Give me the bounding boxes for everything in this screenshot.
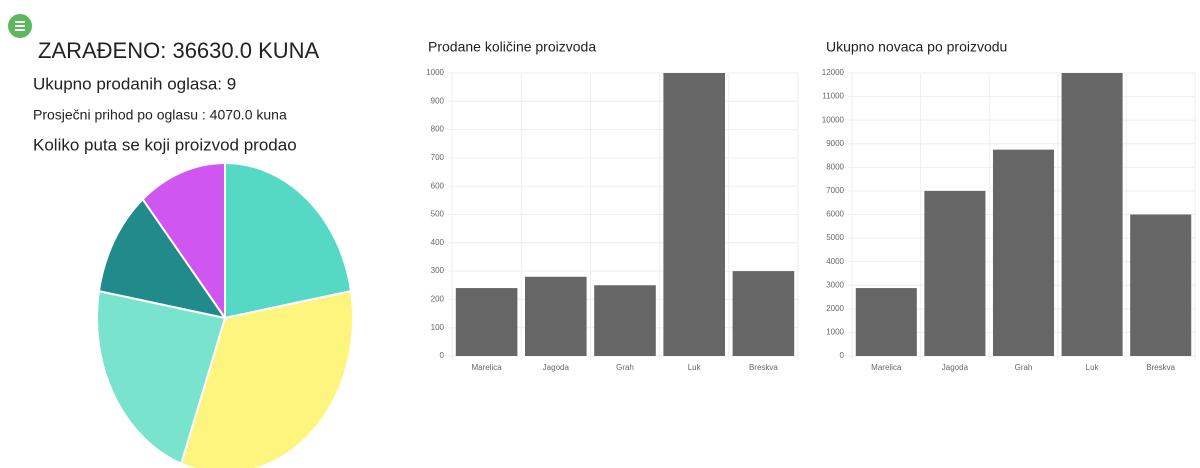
y-tick-label: 6000 xyxy=(826,210,844,219)
x-tick-label: Luk xyxy=(688,363,702,372)
menu-icon xyxy=(15,25,25,27)
menu-icon xyxy=(15,29,25,31)
x-tick-label: Jagoda xyxy=(543,363,570,372)
y-tick-label: 11000 xyxy=(822,92,844,101)
y-tick-label: 3000 xyxy=(826,280,844,289)
y-tick-label: 1000 xyxy=(826,328,844,337)
chart-title: Ukupno novaca po proizvodu xyxy=(826,39,1007,55)
pie-slice xyxy=(96,289,227,466)
average-income: Prosječni prihod po oglasu : 4070.0 kuna xyxy=(33,107,287,123)
bar xyxy=(732,271,795,356)
y-tick-label: 900 xyxy=(431,96,445,105)
pie-slice xyxy=(141,161,226,322)
bar xyxy=(525,276,587,356)
x-tick-label: Jagoda xyxy=(942,363,969,372)
earned-title: ZARAĐENO: 36630.0 KUNA xyxy=(38,38,320,63)
bar xyxy=(1130,214,1192,356)
pie-slice xyxy=(97,197,228,320)
x-tick-label: Grah xyxy=(1015,363,1033,372)
y-tick-label: 2000 xyxy=(826,304,844,313)
chart-title: Prodane količine proizvoda xyxy=(428,39,596,55)
x-tick-label: Marelica xyxy=(471,363,502,372)
menu-icon xyxy=(15,21,25,23)
x-tick-label: Luk xyxy=(1086,363,1100,372)
pie-slice xyxy=(224,161,353,320)
y-tick-label: 1000 xyxy=(426,68,444,77)
bar xyxy=(594,285,656,356)
y-tick-label: 0 xyxy=(840,351,845,360)
y-tick-label: 12000 xyxy=(822,68,845,77)
pie-slice xyxy=(180,289,354,468)
x-tick-label: Breskva xyxy=(749,363,778,372)
y-tick-label: 200 xyxy=(431,295,445,304)
y-tick-label: 9000 xyxy=(826,139,844,148)
bar xyxy=(992,149,1055,356)
y-tick-label: 100 xyxy=(431,323,445,332)
y-tick-label: 400 xyxy=(431,238,445,247)
y-tick-label: 10000 xyxy=(822,115,845,124)
pie-title: Koliko puta se koji proizvod prodao xyxy=(33,135,297,154)
y-tick-label: 4000 xyxy=(826,257,844,266)
y-tick-label: 700 xyxy=(431,153,445,162)
x-tick-label: Grah xyxy=(616,363,634,372)
y-tick-label: 8000 xyxy=(826,162,844,171)
bar xyxy=(924,190,986,356)
y-tick-label: 0 xyxy=(440,351,445,360)
bar xyxy=(455,288,518,356)
total-ads: Ukupno prodanih oglasa: 9 xyxy=(33,74,236,93)
y-tick-label: 500 xyxy=(431,210,445,219)
bar xyxy=(1061,73,1123,356)
bar xyxy=(663,73,725,356)
y-tick-label: 600 xyxy=(431,181,445,190)
x-tick-label: Marelica xyxy=(871,363,902,372)
y-tick-label: 7000 xyxy=(826,186,844,195)
x-tick-label: Breskva xyxy=(1146,363,1175,372)
y-tick-label: 800 xyxy=(431,125,445,134)
bar xyxy=(855,288,917,356)
y-tick-label: 300 xyxy=(431,266,445,275)
y-tick-label: 5000 xyxy=(826,233,844,242)
